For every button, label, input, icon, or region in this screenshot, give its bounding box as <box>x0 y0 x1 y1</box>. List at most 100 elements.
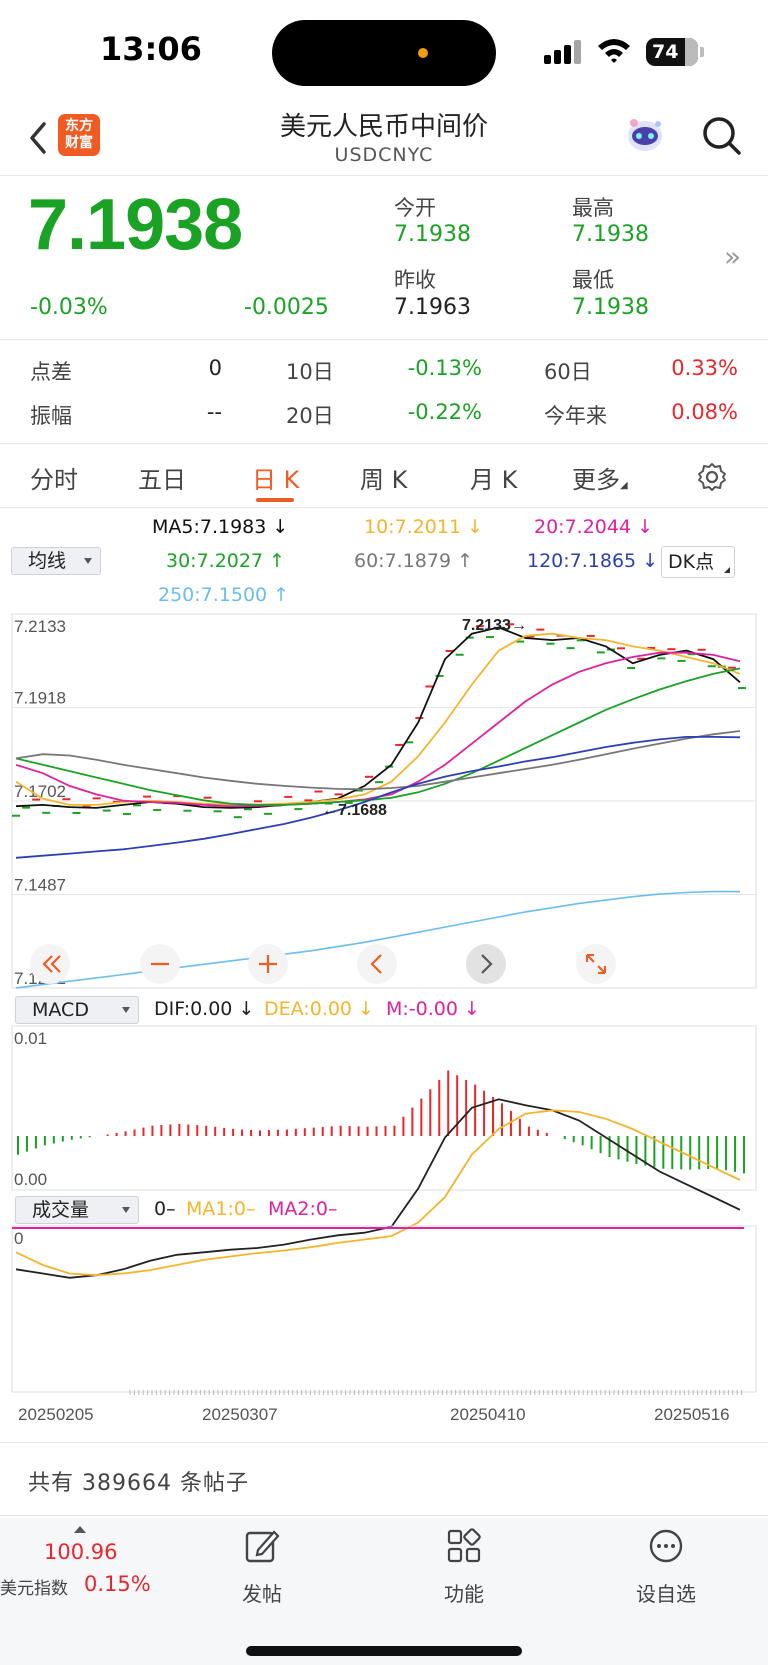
dynamic-island <box>272 20 496 86</box>
volume-frame <box>11 1225 757 1393</box>
high-value: 7.1938 <box>572 222 649 247</box>
macd-lines <box>15 1098 741 1279</box>
kline-ma-lines <box>15 626 741 989</box>
stats-panel: 点差 0 10日 -0.13% 60日 0.33% 振幅 -- 20日 -0.2… <box>0 340 768 444</box>
kline-candles <box>12 623 747 819</box>
posts-row[interactable]: 共有 389664 条帖子 <box>0 1442 768 1516</box>
tab-intraday[interactable]: 分时 <box>30 466 78 494</box>
kline-y-tick: 7.1918 <box>14 689 66 708</box>
status-bar: 13:06 74 <box>0 0 768 100</box>
prev-close-value: 7.1963 <box>394 295 471 320</box>
ytd-value: 0.08% <box>671 400 738 424</box>
high-label: 最高 <box>572 196 614 220</box>
ma250-legend: 250:7.1500 ↑ <box>158 584 290 606</box>
tab-more[interactable]: 更多◢ <box>572 466 628 494</box>
page-subtitle: USDCNYC <box>334 144 434 166</box>
ma5-value: MA5:7.1983 <box>152 516 267 538</box>
robot-assistant-icon[interactable] <box>624 114 666 156</box>
kline-y-tick: 7.2133 <box>14 617 66 636</box>
ma-line-ma250 <box>15 890 740 989</box>
cellular-signal-icon <box>544 38 584 64</box>
date-tick: 20250205 <box>18 1405 94 1424</box>
macd-line-dea <box>15 1109 741 1277</box>
ma-line-ma120 <box>15 736 741 859</box>
search-icon[interactable] <box>700 114 744 158</box>
app-logo[interactable]: 东方 财富 <box>58 114 100 156</box>
post-button[interactable]: 发帖 <box>212 1528 312 1607</box>
function-button[interactable]: 功能 <box>414 1528 514 1607</box>
ma60-value: 60:7.1879 <box>354 550 452 572</box>
dk-point-button[interactable]: DK点 <box>661 546 735 578</box>
fullscreen-button[interactable] <box>576 944 616 984</box>
d20-value: -0.22% <box>407 400 482 424</box>
macd-select[interactable]: MACD <box>15 996 139 1024</box>
volume-select-label: 成交量 <box>32 1199 90 1221</box>
date-tick: 20250516 <box>654 1405 730 1424</box>
spread-label: 点差 <box>30 360 72 384</box>
ma-line-ma5 <box>15 626 741 809</box>
ma-line-ma60 <box>15 730 741 791</box>
tab-weekly-k[interactable]: 周 K <box>360 466 408 494</box>
ma-line-ma20 <box>15 651 741 808</box>
ma10-value: 10:7.2011 <box>364 516 462 538</box>
zoom-in-button[interactable] <box>248 944 288 984</box>
change-percent: -0.03% <box>30 295 108 320</box>
ma10-legend: 10:7.2011 ↓ <box>364 516 484 538</box>
dif-legend: DIF:0.00 ↓ <box>154 998 255 1020</box>
gear-icon[interactable] <box>697 462 727 492</box>
volume-y-tick: 0 <box>14 1229 23 1248</box>
status-time: 13:06 <box>100 30 202 68</box>
ma120-value: 120:7.1865 <box>527 550 637 572</box>
bottom-toolbar: 100.96 美元指数 0.15% 发帖 功能 设自选 <box>0 1518 768 1665</box>
battery-icon: 74 <box>646 38 704 66</box>
add-watchlist-button[interactable]: 设自选 <box>616 1528 716 1607</box>
ma20-value: 20:7.2044 <box>534 516 632 538</box>
indicator-select[interactable]: 均线 <box>11 547 101 575</box>
m-legend: M:-0.00 ↓ <box>386 998 480 1020</box>
volume-grid <box>11 1225 757 1395</box>
scroll-right-button[interactable] <box>466 944 506 984</box>
usd-index-change[interactable]: 0.15% <box>84 1572 151 1596</box>
scroll-left-button[interactable] <box>357 944 397 984</box>
ma30-value: 30:7.2027 <box>166 550 264 572</box>
post-label: 发帖 <box>242 1582 282 1606</box>
dk-point-label: DK点 <box>668 551 715 573</box>
dea-value: DEA:0.00 <box>264 998 353 1020</box>
tab-more-label: 更多 <box>572 466 620 494</box>
volume-ma1-value: MA1:0 <box>186 1198 246 1220</box>
ma30-legend: 30:7.2027 ↑ <box>166 550 286 572</box>
max-price-label: 7.2133→ <box>462 617 527 634</box>
change-amount: -0.0025 <box>244 295 329 320</box>
tab-monthly-k[interactable]: 月 K <box>470 466 518 494</box>
volume-ticks: 0 <box>14 1229 23 1248</box>
chart-controls <box>30 944 616 984</box>
wifi-icon <box>598 39 630 63</box>
macd-y-ticks: 0.01 0.00 <box>14 1029 47 1189</box>
zoom-out-button[interactable] <box>140 944 180 984</box>
spread-value: 0 <box>208 356 222 380</box>
usd-index-name[interactable]: 美元指数 <box>0 1579 68 1599</box>
volume-ma2-legend: MA2:0– <box>268 1198 338 1220</box>
volume-select[interactable]: 成交量 <box>15 1196 139 1224</box>
logo-text-1: 东方 <box>65 118 93 134</box>
ma-line-ma10 <box>15 632 741 806</box>
ma250-value: 250:7.1500 <box>158 584 268 606</box>
dea-legend: DEA:0.00 ↓ <box>264 998 374 1020</box>
scroll-left-fast-button[interactable] <box>30 944 70 984</box>
kline-y-tick: 7.1487 <box>14 876 66 895</box>
ma120-legend: 120:7.1865 ↓ <box>527 550 659 572</box>
double-chevron-right-icon[interactable]: » <box>724 240 742 273</box>
back-arrow-icon[interactable] <box>24 118 54 158</box>
tab-five-day[interactable]: 五日 <box>138 466 186 494</box>
volume-value: 0 <box>154 1198 167 1220</box>
active-tab-indicator <box>256 498 294 502</box>
macd-select-label: MACD <box>32 999 89 1021</box>
usd-index-value[interactable]: 100.96 <box>44 1540 118 1564</box>
tab-daily-k[interactable]: 日 K <box>252 466 300 494</box>
open-label: 今开 <box>394 196 436 220</box>
indicator-select-label: 均线 <box>28 550 67 572</box>
current-price: 7.1938 <box>28 185 243 265</box>
min-price-label: ←7.1688 <box>322 802 387 819</box>
ma5-legend: MA5:7.1983 ↓ <box>152 516 289 538</box>
